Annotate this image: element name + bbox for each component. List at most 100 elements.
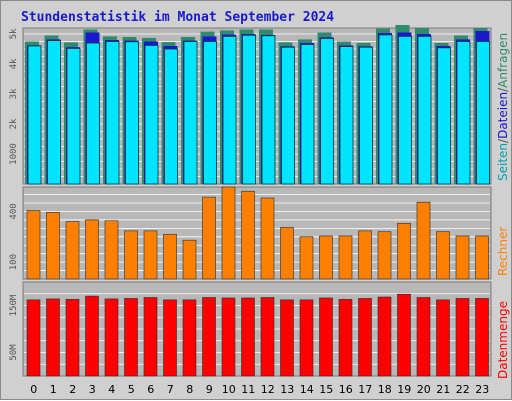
x-tick-label: 21 bbox=[436, 383, 450, 396]
bar-kbytes bbox=[143, 297, 158, 377]
bar-visits bbox=[436, 231, 450, 280]
bar-kbytes bbox=[104, 298, 119, 377]
bar-pages bbox=[105, 41, 120, 185]
x-tick-label: 14 bbox=[300, 383, 314, 396]
bar-kbytes bbox=[65, 299, 80, 377]
bar-kbytes bbox=[397, 293, 411, 377]
x-tick-label: 5 bbox=[128, 383, 135, 396]
bar-kbytes bbox=[338, 299, 353, 377]
bar-kbytes bbox=[436, 299, 450, 377]
bar-visits bbox=[163, 233, 177, 280]
x-tick-label: 20 bbox=[417, 383, 431, 396]
bar-pages bbox=[417, 36, 432, 185]
bar-kbytes bbox=[26, 299, 41, 377]
plot-area bbox=[22, 27, 492, 185]
bar-visits bbox=[241, 190, 255, 280]
x-tick-label: 13 bbox=[280, 383, 294, 396]
bar-kbytes bbox=[358, 298, 372, 377]
bar-visits bbox=[475, 235, 489, 280]
bar-visits bbox=[221, 186, 236, 280]
side-label-bot: Datenmenge bbox=[496, 301, 510, 379]
bar-pages bbox=[378, 34, 393, 185]
bar-kbytes bbox=[241, 297, 255, 377]
bar-pages bbox=[86, 42, 100, 185]
side-label-mid: Rechner bbox=[496, 227, 510, 276]
bar-kbytes bbox=[377, 296, 392, 377]
bar-kbytes bbox=[202, 297, 216, 377]
x-tick-label: 18 bbox=[378, 383, 392, 396]
bar-visits bbox=[319, 235, 333, 280]
side-label-visits: Rechner bbox=[496, 227, 510, 276]
bar-visits bbox=[455, 235, 470, 280]
y-tick-label: 4k bbox=[9, 58, 19, 69]
bar-pages bbox=[125, 41, 139, 185]
x-tick-label: 0 bbox=[30, 383, 37, 396]
x-tick-label: 16 bbox=[339, 383, 353, 396]
x-tick-label: 3 bbox=[89, 383, 96, 396]
plot-area bbox=[22, 186, 492, 280]
x-tick-label: 22 bbox=[456, 383, 470, 396]
bar-kbytes bbox=[163, 299, 177, 377]
bar-pages bbox=[320, 38, 334, 185]
bar-visits bbox=[358, 230, 372, 280]
bar-kbytes bbox=[260, 297, 275, 377]
bar-pages bbox=[456, 41, 471, 185]
side-label-pages: Seiten bbox=[496, 143, 510, 181]
bar-visits bbox=[416, 201, 431, 280]
y-tick-label: 50M bbox=[9, 344, 19, 361]
side-label-sep2: / bbox=[496, 87, 510, 92]
bar-visits bbox=[338, 235, 353, 280]
bar-kbytes bbox=[455, 298, 470, 377]
x-tick-label: 15 bbox=[319, 383, 333, 396]
bar-kbytes bbox=[416, 297, 431, 377]
bar-pages bbox=[242, 34, 256, 185]
bar-visits bbox=[143, 230, 158, 280]
bar-kbytes bbox=[221, 297, 236, 377]
bar-pages bbox=[476, 41, 490, 185]
bar-kbytes bbox=[280, 299, 294, 377]
bar-visits bbox=[104, 220, 119, 280]
bar-pages bbox=[66, 48, 81, 185]
y-tick-label: 100 bbox=[9, 254, 19, 270]
side-label-kbytes: Datenmenge bbox=[496, 301, 510, 379]
bar-kbytes bbox=[475, 298, 489, 377]
bar-pages bbox=[164, 48, 178, 185]
bar-pages bbox=[359, 46, 373, 185]
y-tick-label: 3k bbox=[9, 88, 19, 99]
bar-pages bbox=[144, 45, 159, 185]
bar-visits bbox=[182, 239, 197, 280]
y-tick-label: 5k bbox=[9, 28, 19, 39]
side-label-files: Dateien bbox=[496, 92, 510, 139]
bar-pages bbox=[398, 36, 412, 185]
panel-requests: 1000 2k 3k 4k 5k bbox=[9, 25, 492, 185]
bar-visits bbox=[124, 230, 138, 280]
x-tick-label: 23 bbox=[475, 383, 489, 396]
bar-pages bbox=[183, 41, 198, 185]
bar-visits bbox=[299, 236, 314, 280]
bar-pages bbox=[339, 46, 354, 185]
chart-title: Stundenstatistik im Monat September 2024 bbox=[21, 10, 334, 25]
svg-text:Seiten/Dateien/Anfragen: Seiten/Dateien/Anfragen bbox=[496, 33, 510, 181]
y-tick-label: 150M bbox=[9, 294, 19, 316]
bar-pages bbox=[281, 46, 295, 185]
x-tick-label: 10 bbox=[222, 383, 236, 396]
x-tick-label: 12 bbox=[261, 383, 275, 396]
bar-kbytes bbox=[46, 298, 60, 377]
bar-kbytes bbox=[124, 298, 138, 377]
bar-kbytes bbox=[182, 299, 197, 377]
x-tick-label: 17 bbox=[358, 383, 372, 396]
panel-visits: 100 400 bbox=[9, 186, 492, 280]
bar-visits bbox=[202, 196, 216, 280]
bar-visits bbox=[260, 197, 275, 280]
x-axis-ticks: 0 1 2 3 4 5 6 7 8 9 10 11 12 13 14 15 16 17 18 19 20 21 22 23 bbox=[30, 383, 489, 396]
bar-pages bbox=[47, 40, 61, 185]
x-tick-label: 4 bbox=[108, 383, 115, 396]
bar-pages bbox=[437, 47, 451, 185]
y-tick-label: 1000 bbox=[9, 143, 19, 165]
bar-pages bbox=[203, 41, 217, 185]
bar-visits bbox=[65, 221, 80, 280]
x-tick-label: 7 bbox=[167, 383, 174, 396]
y-tick-label: 400 bbox=[9, 203, 19, 219]
x-tick-label: 8 bbox=[186, 383, 193, 396]
